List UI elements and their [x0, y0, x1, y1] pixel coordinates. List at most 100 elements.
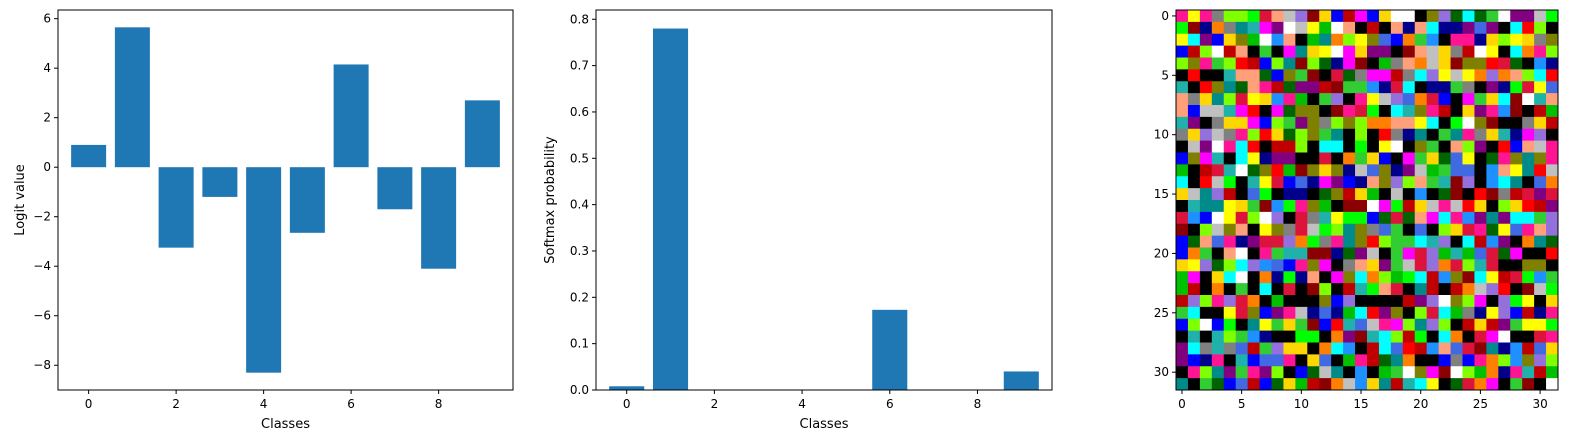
pixel-cell [1546, 57, 1559, 70]
pixel-cell [1176, 330, 1189, 343]
pixel-cell [1378, 57, 1392, 70]
pixel-cell [1211, 211, 1225, 225]
y-tick-label: −8 [33, 358, 51, 372]
bar-class-4 [246, 167, 282, 373]
pixel-cell [1462, 164, 1475, 177]
pixel-cell [1450, 164, 1463, 177]
pixel-cell [1378, 306, 1392, 320]
pixel-cell [1331, 271, 1344, 284]
pixel-cell [1355, 366, 1368, 379]
pixel-cell [1426, 378, 1440, 391]
pixel-cell [1486, 188, 1499, 201]
bar-class-2 [158, 167, 194, 248]
pixel-cell [1414, 45, 1428, 58]
pixel-cell [1199, 152, 1213, 165]
pixel-cell [1295, 188, 1308, 201]
y-tick-label: −6 [33, 309, 51, 323]
pixel-cell [1343, 342, 1356, 355]
pixel-cell [1307, 247, 1320, 260]
pixel-cell [1450, 152, 1463, 165]
pixel-cell [1295, 176, 1308, 189]
pixel-cell [1199, 318, 1213, 332]
pixel-cell [1283, 164, 1296, 177]
pixel-cell [1367, 21, 1380, 35]
pixel-cell [1486, 57, 1499, 70]
pixel-cell [1295, 283, 1308, 296]
pixel-cell [1486, 306, 1499, 320]
pixel-cell [1235, 57, 1249, 70]
pixel-cell [1176, 318, 1189, 332]
pixel-cell [1211, 259, 1225, 272]
pixel-cell [1355, 10, 1368, 23]
pixel-cell [1462, 223, 1475, 237]
pixel-cell [1259, 21, 1272, 35]
pixel-cell [1295, 152, 1308, 165]
pixel-cell [1355, 200, 1368, 213]
pixel-cell [1307, 235, 1320, 248]
pixel-cell [1462, 330, 1475, 343]
pixel-cell [1187, 176, 1201, 189]
pixel-cell [1450, 247, 1463, 260]
pixel-cell [1438, 223, 1451, 237]
pixel-cell [1474, 105, 1487, 118]
pixel-cell [1510, 57, 1523, 70]
pixel-cell [1307, 200, 1320, 213]
pixel-cell [1355, 176, 1368, 189]
pixel-cell [1247, 188, 1260, 201]
pixel-cell [1199, 283, 1213, 296]
pixel-cell [1211, 318, 1225, 332]
pixel-cell [1474, 140, 1487, 153]
pixel-cell [1187, 354, 1201, 367]
pixel-cell [1450, 223, 1463, 237]
pixel-cell [1271, 354, 1284, 367]
pixel-cell [1546, 164, 1559, 177]
pixel-cell [1235, 271, 1249, 284]
pixel-cell [1187, 247, 1201, 260]
pixel-cell [1187, 105, 1201, 118]
pixel-cell [1187, 211, 1201, 225]
pixel-cell [1450, 235, 1463, 248]
pixel-cell [1402, 259, 1416, 272]
pixel-cell [1319, 105, 1332, 118]
pixel-cell [1331, 211, 1344, 225]
pixel-cell [1390, 354, 1404, 367]
pixel-cell [1414, 271, 1428, 284]
pixel-cell [1295, 81, 1308, 94]
pixel-cell [1235, 10, 1249, 23]
pixel-cell [1486, 211, 1499, 225]
pixel-cell [1534, 271, 1547, 284]
pixel-cell [1402, 188, 1416, 201]
pixel-cell [1176, 128, 1189, 142]
pixel-cell [1546, 45, 1559, 58]
pixel-cell [1438, 116, 1451, 130]
pixel-cell [1319, 93, 1332, 106]
pixel-cell [1271, 128, 1284, 142]
pixel-cell [1319, 152, 1332, 165]
pixel-cell [1223, 116, 1237, 130]
pixel-cell [1486, 223, 1499, 237]
pixel-cell [1235, 211, 1249, 225]
pixel-cell [1331, 223, 1344, 237]
pixel-cell [1510, 306, 1523, 320]
pixel-cell [1510, 152, 1523, 165]
bar-class-0 [609, 386, 645, 390]
pixel-cell [1462, 283, 1475, 296]
pixel-cell [1546, 318, 1559, 332]
pixel-cell [1223, 152, 1237, 165]
pixel-cell [1271, 223, 1284, 237]
pixel-cell [1438, 295, 1451, 308]
pixel-cell [1438, 152, 1451, 165]
pixel-cell [1331, 188, 1344, 201]
pixel-cell [1235, 306, 1249, 320]
pixel-cell [1390, 176, 1404, 189]
pixel-cell [1235, 259, 1249, 272]
pixel-cell [1462, 69, 1475, 82]
pixel-cell [1211, 57, 1225, 70]
pixel-cell [1402, 140, 1416, 153]
pixel-cell [1211, 306, 1225, 320]
pixel-cell [1283, 259, 1296, 272]
pixel-cell [1247, 45, 1260, 58]
pixel-cell [1176, 164, 1189, 177]
pixel-cell [1426, 318, 1440, 332]
pixel-cell [1223, 93, 1237, 106]
